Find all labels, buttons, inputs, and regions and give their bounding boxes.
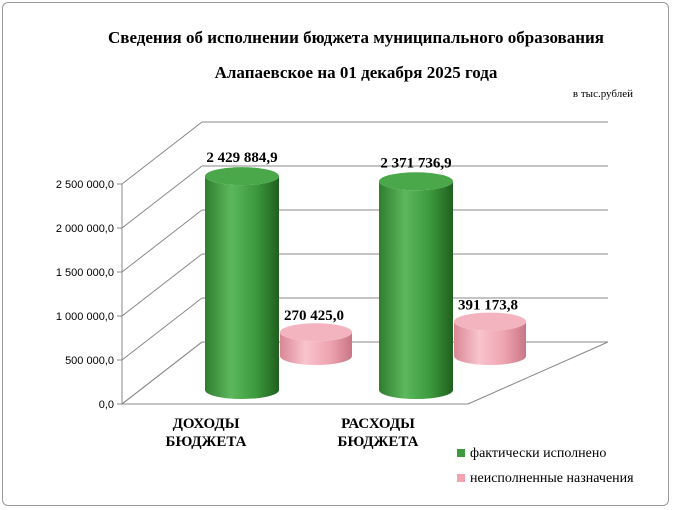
y-axis: 0,0 500 000,0 1 000 000,0 1 500 000,0 2 000 … <box>56 179 122 411</box>
gridline-side <box>121 297 203 361</box>
bar-top-0-0 <box>205 167 279 186</box>
bars <box>205 167 526 399</box>
bar-1-0 <box>280 332 352 365</box>
y-tick-label: 1 500 000,0 <box>56 267 114 279</box>
category-label: БЮДЖЕТА <box>166 434 247 450</box>
category-label: БЮДЖЕТА <box>338 434 419 450</box>
y-tick-label: 500 000,0 <box>65 355 114 367</box>
gridline-side <box>121 341 203 405</box>
category-label: РАСХОДЫ <box>341 416 415 432</box>
bar-1-1 <box>454 321 526 365</box>
data-label-1-1: 391 173,8 <box>458 298 518 314</box>
legend-label: неисполненные назначения <box>470 471 634 486</box>
chart-walls <box>118 184 609 405</box>
legend-swatch <box>457 449 465 457</box>
axis-frame <box>118 184 123 405</box>
gridline-side <box>121 121 203 185</box>
legend-label: фактически исполнено <box>470 446 606 461</box>
category-label: ДОХОДЫ <box>173 416 240 432</box>
x-axis: ДОХОДЫ БЮДЖЕТА РАСХОДЫ БЮДЖЕТА <box>166 416 419 450</box>
bar-top-1-0 <box>280 323 352 342</box>
bar-top-1-1 <box>454 312 526 331</box>
data-label-0-1: 2 371 736,9 <box>380 155 451 171</box>
bar-0-1 <box>379 181 453 399</box>
gridlines <box>121 121 608 405</box>
data-labels: 2 429 884,9 2 371 736,9 270 425,0 391 173,8 <box>206 150 518 324</box>
chart-title-line2: Алапаевское на 01 декабря 2025 года <box>215 63 498 82</box>
bar-0-0 <box>205 176 279 399</box>
gridline-side <box>121 209 203 273</box>
data-label-0-0: 2 429 884,9 <box>206 150 277 166</box>
data-label-1-0: 270 425,0 <box>284 308 344 324</box>
chart-title-line1: Сведения об исполнении бюджета муниципал… <box>108 28 604 47</box>
legend-swatch <box>457 474 465 482</box>
y-tick-label: 2 000 000,0 <box>56 223 114 235</box>
unit-note: в тыс.рублей <box>573 88 633 100</box>
y-tick-label: 2 500 000,0 <box>56 179 114 191</box>
legend: фактически исполнено неисполненные назнач… <box>457 446 634 486</box>
bar-top-0-1 <box>379 172 453 191</box>
floor-outline <box>121 341 609 405</box>
gridline-side <box>121 253 203 317</box>
gridline-side <box>121 165 203 229</box>
y-tick-label: 1 000 000,0 <box>56 311 114 323</box>
y-tick-label: 0,0 <box>99 399 114 411</box>
